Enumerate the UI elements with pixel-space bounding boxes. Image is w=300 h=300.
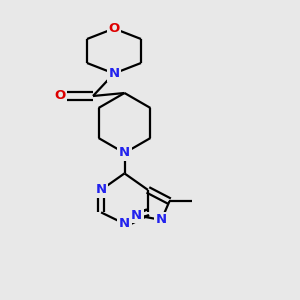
- Text: N: N: [156, 213, 167, 226]
- Text: N: N: [131, 209, 142, 222]
- Text: N: N: [95, 183, 107, 196]
- Text: N: N: [108, 67, 120, 80]
- Text: N: N: [119, 217, 130, 230]
- Text: O: O: [54, 89, 66, 103]
- Text: O: O: [108, 22, 120, 35]
- Text: N: N: [119, 146, 130, 160]
